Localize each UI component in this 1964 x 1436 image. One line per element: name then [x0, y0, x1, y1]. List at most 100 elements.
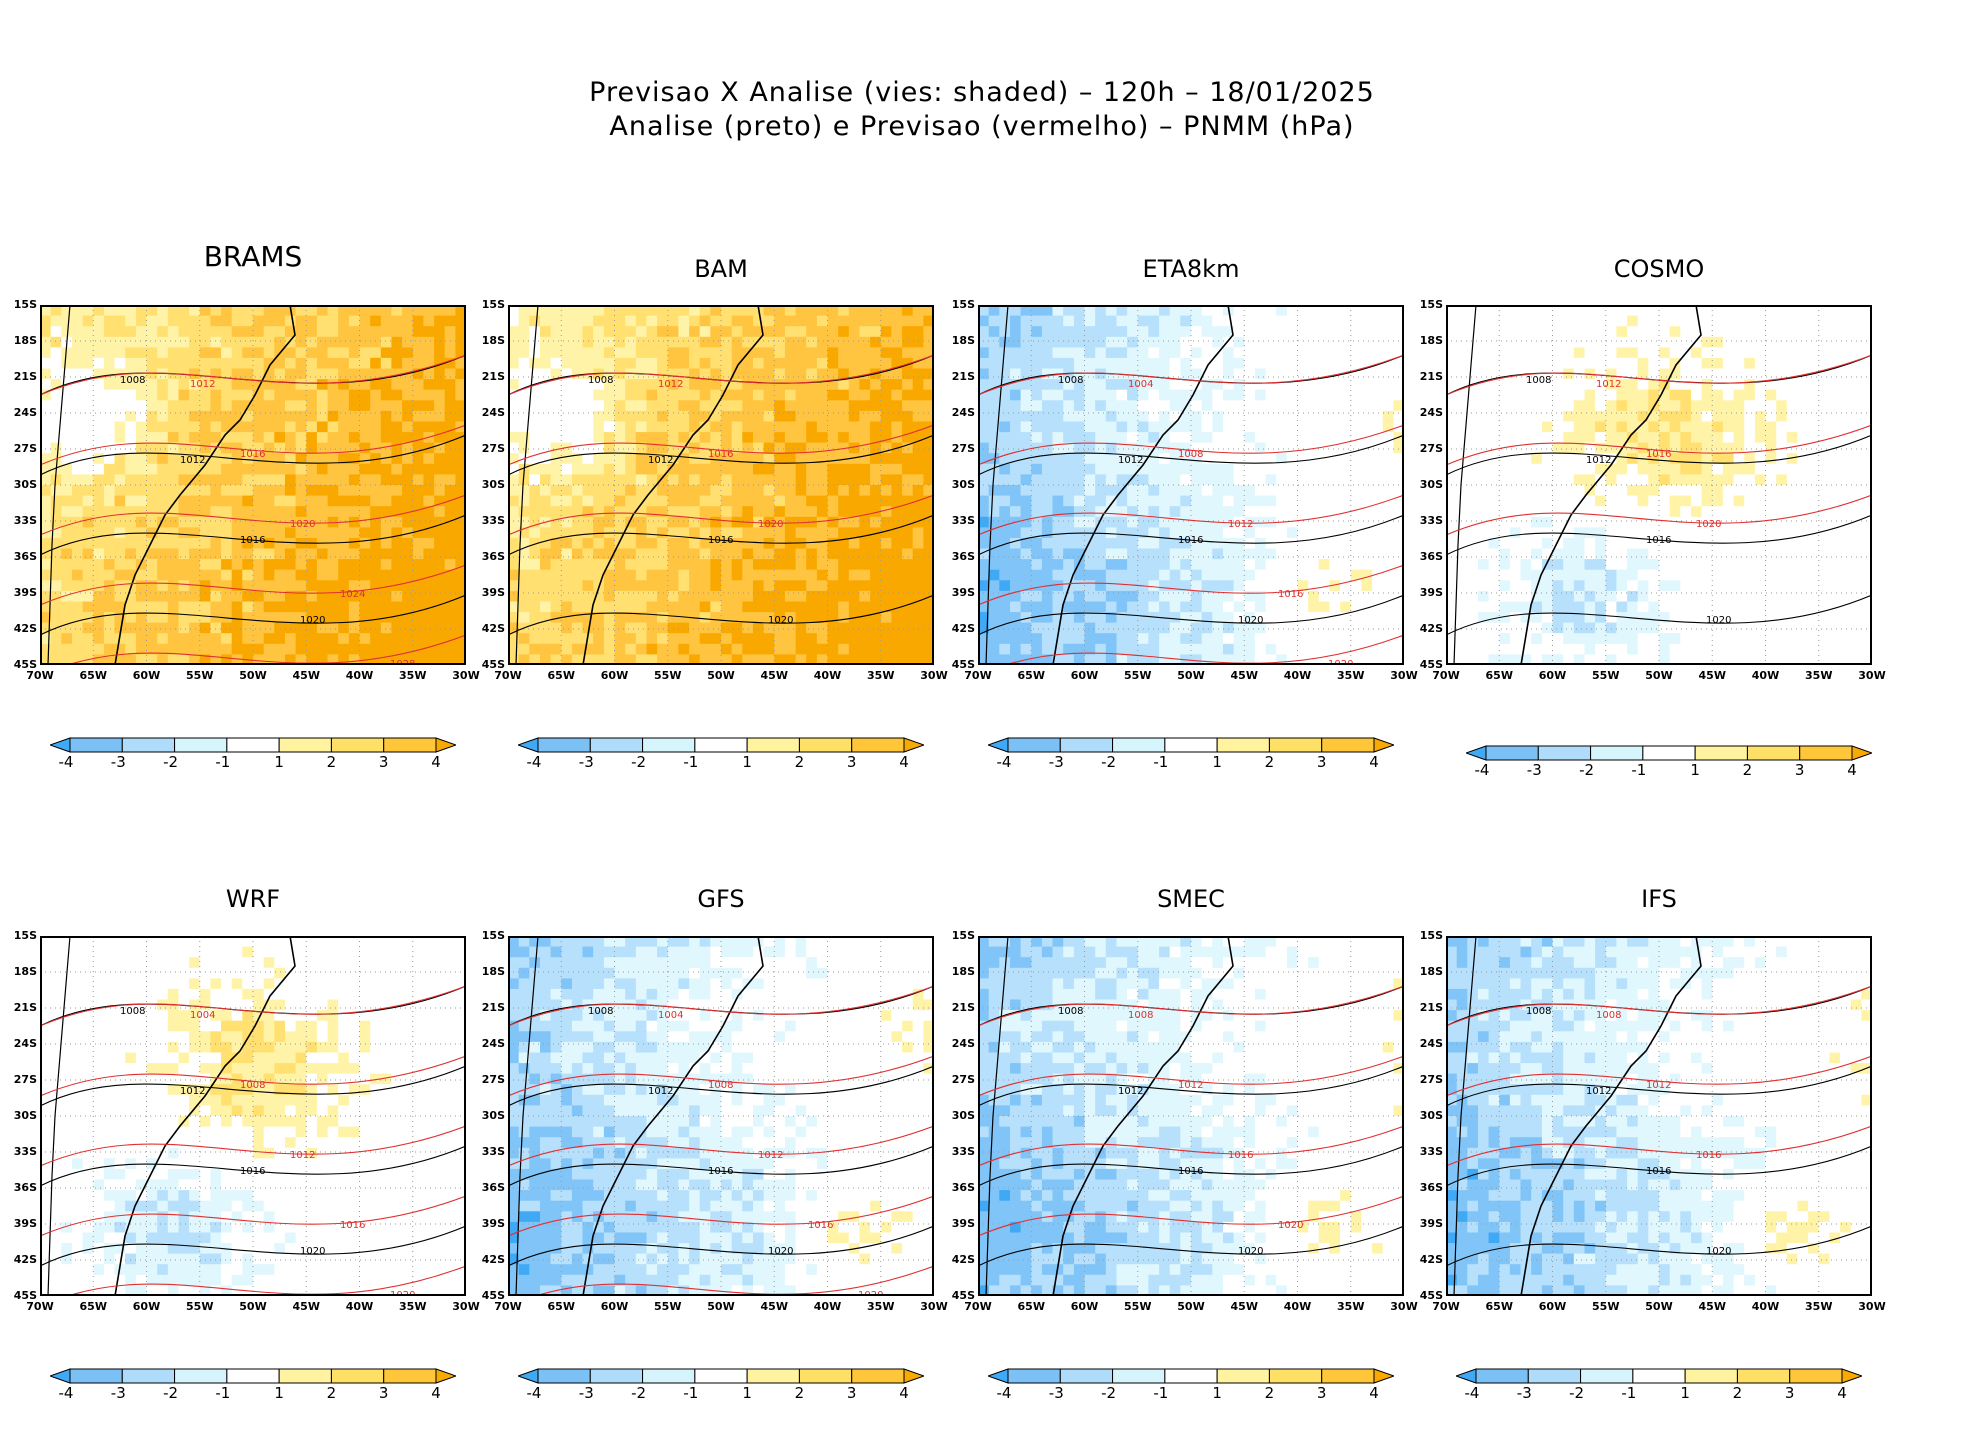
bias-cell: [1361, 654, 1373, 665]
bias-cell: [316, 601, 329, 613]
bias-cell: [114, 495, 126, 507]
bias-cell: [1382, 537, 1394, 550]
bias-cell: [231, 580, 243, 592]
bias-cell: [646, 379, 658, 391]
bias-cell: [114, 357, 126, 370]
bias-cell: [1488, 315, 1500, 327]
bias-cell: [61, 432, 73, 444]
bias-cell: [1340, 559, 1352, 571]
bias-cell: [999, 643, 1011, 655]
bias-cell: [667, 569, 680, 581]
bias-cell: [518, 569, 530, 581]
bias-cell: [923, 548, 934, 560]
bias-cell: [444, 527, 456, 539]
bias-cell: [1191, 601, 1203, 613]
bias-cell: [242, 506, 254, 518]
bias-cell: [550, 389, 562, 401]
bias-cell: [699, 315, 711, 327]
bias-cell: [1105, 389, 1118, 401]
bias-cell: [699, 326, 711, 338]
bias-cell: [1286, 336, 1299, 348]
bias-cell: [699, 527, 711, 539]
bias-cell: [412, 527, 425, 539]
bias-cell: [1818, 357, 1831, 370]
bias-cell: [1223, 590, 1235, 603]
bias-cell: [1605, 463, 1618, 475]
bias-cell: [72, 463, 84, 475]
bias-cell: [1159, 389, 1171, 401]
bias-cell: [1446, 347, 1458, 359]
bias-cell: [114, 527, 126, 539]
bias-cell: [423, 379, 435, 391]
bias-cell: [306, 410, 318, 423]
bias-cell: [1393, 463, 1404, 475]
bias-cell: [242, 495, 254, 507]
bias-cell: [1233, 474, 1245, 486]
bias-cell: [263, 548, 275, 560]
bias-cell: [1169, 516, 1181, 528]
bias-cell: [1680, 315, 1692, 327]
bias-cell: [1744, 336, 1756, 348]
bias-cell: [1041, 442, 1054, 454]
bias-cell: [880, 527, 893, 539]
bias-cell: [614, 622, 626, 634]
bias-cell: [274, 442, 286, 454]
bias-cell: [614, 368, 626, 380]
bias-cell: [902, 559, 914, 571]
bias-cell: [827, 654, 839, 665]
bias-cell: [380, 400, 393, 412]
bias-cell: [274, 400, 286, 412]
bias-cell: [434, 548, 446, 560]
bias-cell: [1148, 485, 1160, 497]
bias-cell: [1350, 453, 1363, 465]
bias-cell: [167, 442, 180, 454]
bias-cell: [561, 474, 573, 486]
bias-cell: [1786, 315, 1799, 327]
bias-cell: [593, 506, 605, 518]
bias-cell: [1659, 421, 1671, 433]
bias-cell: [774, 622, 786, 634]
bias-cell: [838, 421, 850, 433]
bias-cell: [263, 506, 275, 518]
bias-cell: [561, 590, 573, 603]
bias-cell: [285, 622, 297, 634]
bias-cell: [1127, 537, 1139, 550]
bias-cell: [1180, 336, 1192, 348]
bias-cell: [412, 506, 425, 518]
bias-cell: [550, 516, 562, 528]
bias-cell: [1691, 421, 1703, 433]
bias-cell: [1041, 516, 1054, 528]
bias-cell: [1531, 442, 1543, 454]
bias-cell: [1308, 516, 1320, 528]
bias-cell: [1818, 442, 1831, 454]
bias-cell: [274, 643, 286, 655]
bias-cell: [1095, 442, 1107, 454]
bias-cell: [1095, 580, 1107, 592]
bias-cell: [1393, 580, 1404, 592]
bias-cell: [1084, 559, 1096, 571]
bias-cell: [1052, 612, 1064, 624]
bias-cell: [1020, 463, 1032, 475]
bias-cell: [721, 400, 733, 412]
bias-cell: [1159, 622, 1171, 634]
bias-cell: [689, 389, 701, 401]
bias-cell: [295, 442, 307, 454]
bias-cell: [870, 506, 882, 518]
bias-cell: [646, 305, 658, 317]
bias-cell: [678, 357, 690, 370]
bias-cell: [1797, 432, 1809, 444]
bias-cell: [1286, 654, 1299, 665]
bias-cell: [678, 315, 690, 327]
bias-cell: [93, 347, 105, 359]
bias-cell: [189, 400, 201, 412]
bias-cell: [1052, 601, 1064, 613]
bias-cell: [529, 463, 541, 475]
bias-cell: [593, 432, 605, 444]
bias-cell: [391, 368, 403, 380]
bias-cell: [285, 421, 297, 433]
bias-cell: [50, 421, 62, 433]
bias-cell: [1765, 410, 1777, 423]
bias-cell: [146, 590, 158, 603]
bias-cell: [603, 400, 616, 412]
bias-cell: [93, 569, 105, 581]
